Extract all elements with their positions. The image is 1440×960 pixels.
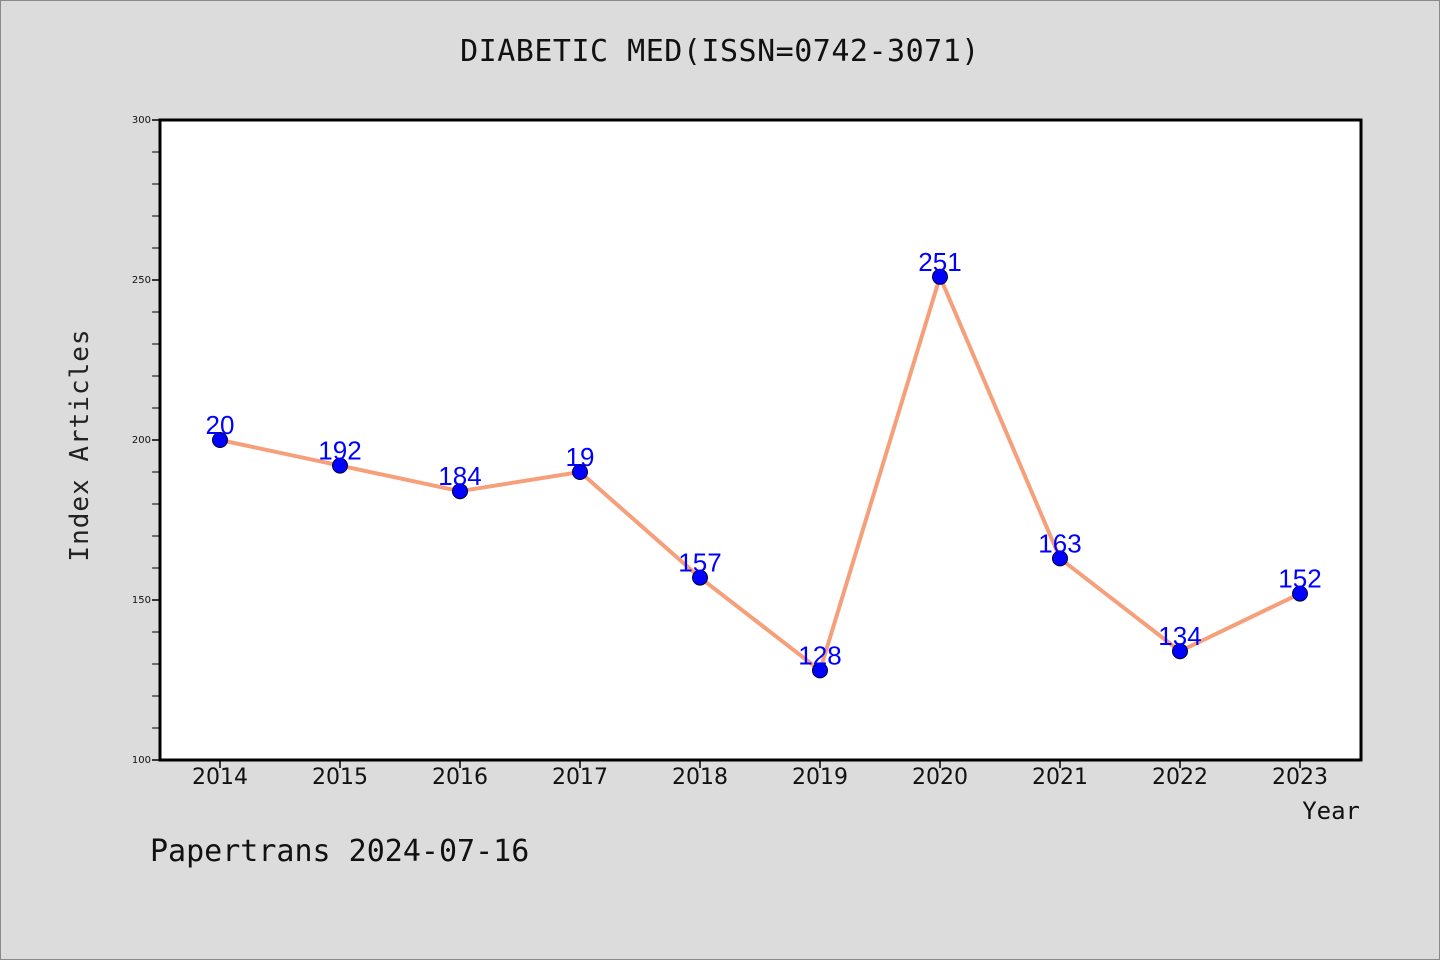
data-point: [932, 268, 948, 285]
x-tick-label: 2020: [912, 765, 968, 790]
data-label: 128: [798, 640, 841, 670]
data-point: [332, 457, 348, 474]
series-group: 20 192 184 19 157 128 251 163 134 152: [206, 247, 1322, 679]
footer-note: Papertrans 2024-07-16: [150, 834, 530, 869]
data-label: 163: [1038, 528, 1081, 558]
y-tick-label: 200: [132, 435, 151, 446]
x-tick-label: 2016: [432, 765, 488, 790]
x-axis-label: Year: [1302, 797, 1360, 825]
x-tick-label: 2023: [1272, 765, 1328, 790]
x-tick-label: 2015: [312, 765, 368, 790]
y-tick-label: 300: [132, 115, 151, 126]
data-point: [1172, 643, 1188, 660]
x-tick-label: 2019: [792, 765, 848, 790]
data-label: 251: [918, 247, 961, 277]
data-label: 19: [566, 442, 595, 472]
y-tick-label: 100: [132, 755, 151, 766]
data-label: 192: [318, 436, 361, 466]
data-label: 157: [678, 548, 721, 578]
data-label: 134: [1158, 621, 1201, 651]
data-point: [1052, 550, 1068, 567]
x-tick-label: 2021: [1032, 765, 1088, 790]
x-tick-label: 2017: [552, 765, 608, 790]
data-point: [692, 569, 708, 586]
data-label: 152: [1278, 564, 1321, 594]
data-label: 20: [206, 410, 235, 440]
x-axis-ticks: 2014 2015 2016 2017 2018 2019 2020 2021 2022 2023: [192, 760, 1328, 790]
data-label: 184: [438, 461, 481, 491]
plot-area: [158, 118, 1363, 762]
data-point: [452, 483, 468, 500]
y-axis-ticks: 100 150 200 250 300: [132, 115, 160, 766]
y-tick-label: 150: [132, 595, 151, 606]
chart-title: DIABETIC MED(ISSN=0742-3071): [460, 34, 980, 69]
y-tick-label: 250: [132, 275, 151, 286]
data-point: [572, 464, 588, 480]
x-tick-label: 2014: [192, 765, 248, 790]
x-tick-label: 2022: [1152, 765, 1208, 790]
data-point: [212, 432, 228, 448]
series-line: [218, 274, 1302, 673]
data-point: [812, 662, 828, 679]
data-point: [1292, 585, 1308, 602]
x-tick-label: 2018: [672, 765, 728, 790]
